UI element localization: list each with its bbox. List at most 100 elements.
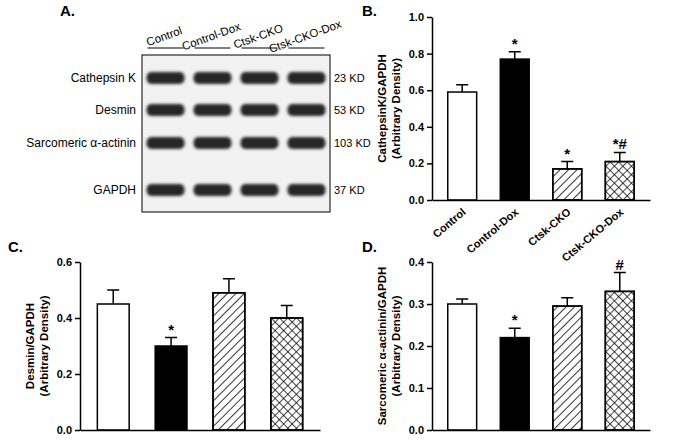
y-axis-title: CathepsinK/GAPDH	[376, 54, 388, 163]
y-axis: 0.0 0.2 0.4 0.6 0.8 1.0	[409, 11, 433, 206]
y-tick: 0.2	[409, 157, 432, 169]
y-tick-mark	[427, 430, 432, 432]
significance: *	[512, 35, 518, 52]
y-tick: 0.1	[409, 382, 432, 394]
x-axis-line	[433, 430, 651, 432]
y-tick: 0.0	[57, 424, 80, 436]
y-tick: 0.0	[409, 194, 432, 206]
significance: *	[512, 311, 518, 328]
y-tick-mark	[427, 304, 432, 306]
y-tick-label: 0.4	[409, 121, 425, 133]
y-tick: 1.0	[409, 11, 432, 23]
y-tick: 0.4	[409, 121, 432, 133]
y-tick-label: 0.2	[409, 157, 424, 169]
x-tick: Ctsk-CKO	[525, 205, 573, 248]
lane-rule	[195, 48, 231, 49]
bar-pattern	[605, 162, 634, 200]
significance: #	[616, 256, 625, 273]
bar	[500, 59, 529, 200]
size-label: 23 KD	[334, 72, 365, 84]
y-axis-title: (Arbitrary Density)	[390, 58, 402, 159]
y-tick: 0.2	[57, 368, 80, 380]
bars	[448, 273, 634, 431]
blot-band	[241, 184, 279, 196]
protein-label: Cathepsin K	[71, 71, 136, 85]
protein-label: Desmin	[95, 103, 136, 117]
y-tick: 0.6	[57, 256, 80, 268]
bar	[155, 346, 187, 430]
y-tick-mark	[427, 127, 432, 129]
y-tick-label: 0.2	[57, 368, 72, 380]
bar-pattern	[553, 306, 582, 430]
bar	[553, 306, 582, 430]
blot-band	[147, 184, 185, 196]
blot-band	[241, 137, 279, 149]
y-tick: 0.0	[409, 424, 432, 436]
y-tick-label: 0.1	[409, 382, 424, 394]
protein-label: GAPDH	[93, 183, 136, 197]
x-axis	[81, 430, 321, 431]
x-axis-line	[433, 200, 651, 202]
y-tick-label: 0.4	[57, 312, 73, 324]
y-tick-mark	[427, 262, 432, 264]
y-axis: 0.0 0.1 0.2 0.3 0.4	[409, 256, 433, 436]
bar	[448, 304, 477, 430]
y-axis-title: Desmin/GAPDH	[24, 303, 36, 389]
blot-band	[194, 184, 232, 196]
blot-band	[194, 137, 232, 149]
size-label: 53 KD	[334, 104, 365, 116]
error-bar	[561, 298, 573, 306]
y-axis-title: (Arbitrary Density)	[390, 295, 402, 396]
size-label: 103 KD	[334, 137, 371, 149]
y-axis-line	[80, 263, 82, 431]
y-tick: 0.3	[409, 298, 432, 310]
y-tick-mark	[427, 346, 432, 348]
y-tick-mark	[75, 430, 80, 432]
y-tick-mark	[427, 17, 432, 19]
significance: *	[168, 321, 174, 338]
figure: A.ControlControl-DoxCtsk-CKOCtsk-CKO-Dox…	[0, 0, 685, 447]
x-tick-label: Control-Dox	[464, 205, 521, 256]
error-bar	[509, 52, 521, 59]
blot-band	[288, 184, 326, 196]
blot-frame	[142, 55, 330, 212]
y-tick: 0.2	[409, 340, 432, 352]
y-tick-mark	[427, 90, 432, 92]
bar	[605, 162, 634, 200]
blot-band	[147, 137, 185, 149]
y-tick: 0.4	[409, 256, 432, 268]
error-bar	[614, 273, 626, 292]
bar	[213, 293, 245, 430]
significance: *	[564, 145, 570, 162]
blot-band	[194, 72, 232, 84]
y-axis-line	[432, 18, 434, 201]
bars	[448, 52, 634, 200]
x-tick: Control	[430, 206, 468, 240]
lane-rule	[148, 48, 184, 49]
bar	[553, 169, 582, 200]
bar-pattern	[271, 318, 303, 430]
y-tick: 0.6	[409, 84, 432, 96]
blot-band	[241, 72, 279, 84]
error-bar	[223, 279, 235, 293]
bar-pattern	[553, 169, 582, 200]
y-tick-mark	[75, 262, 80, 264]
y-tick-mark	[427, 388, 432, 390]
y-tick-label: 0.0	[409, 194, 424, 206]
panel-label: B.	[362, 2, 377, 19]
blot-band	[288, 104, 326, 116]
y-tick-mark	[427, 163, 432, 165]
y-tick-label: 0.8	[409, 48, 424, 60]
plot: * #0.0 0.1 0.2 0.3 0.4	[409, 256, 651, 437]
error-bar	[107, 290, 119, 304]
y-tick-label: 0.2	[409, 340, 424, 352]
y-tick-mark	[427, 200, 432, 202]
significance: *#	[613, 135, 628, 152]
y-tick-label: 0.0	[57, 424, 72, 436]
y-tick: 0.4	[57, 312, 80, 324]
plot: * 0.0 0.2 0.4 0.6	[57, 256, 321, 436]
lane-label: Ctsk-CKO-Dox	[267, 18, 343, 55]
bar-pattern	[605, 291, 634, 430]
error-bar	[281, 305, 293, 318]
y-tick-label: 1.0	[409, 11, 424, 23]
